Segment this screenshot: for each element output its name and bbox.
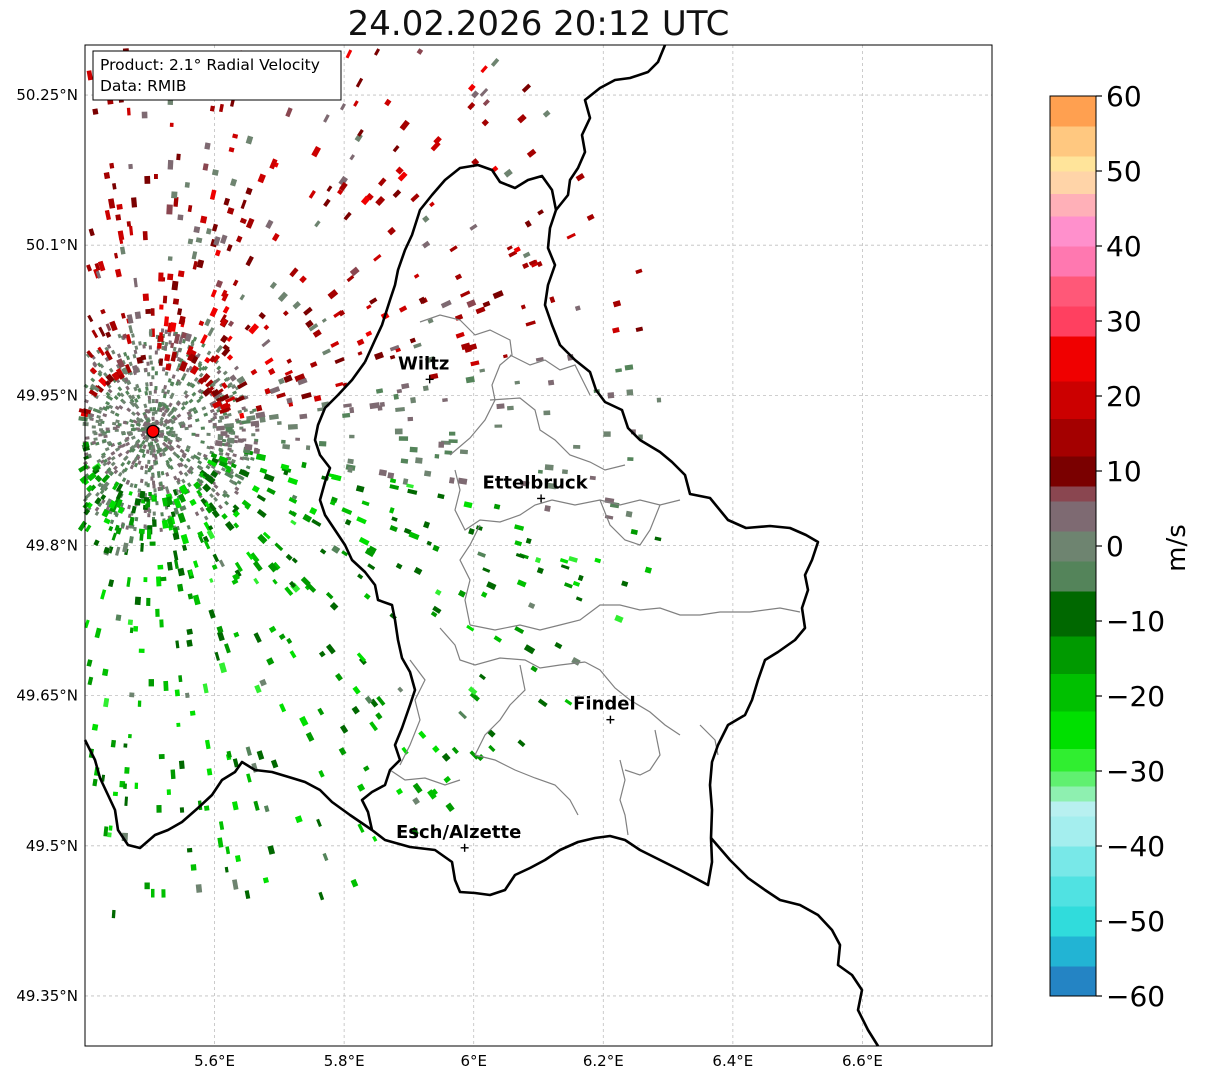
lon-tick-label: 6°E xyxy=(460,1052,487,1070)
city-ettelbruck: Ettelbruck xyxy=(483,472,589,503)
colorbar-tick-label: −20 xyxy=(1106,680,1165,713)
lat-tick-label: 49.5°N xyxy=(26,837,78,855)
lon-tick-label: 6.4°E xyxy=(712,1052,753,1070)
colorbar-segment xyxy=(1050,336,1096,382)
lon-tick-label: 5.8°E xyxy=(324,1052,365,1070)
colorbar-segment xyxy=(1050,561,1096,592)
colorbar-segment xyxy=(1050,786,1096,802)
colorbar-segment xyxy=(1050,418,1096,457)
luxembourg-border xyxy=(313,163,820,897)
colorbar: 60 50 40 30 20 10 0 −10 −20 −30 −40 −50 −60 xyxy=(1049,80,1165,1013)
colorbar-segment xyxy=(1050,673,1096,712)
colorbar-segment xyxy=(1050,456,1096,487)
colorbar-tick-label: 40 xyxy=(1106,230,1142,263)
colorbar-segment xyxy=(1050,906,1096,937)
colorbar-segment xyxy=(1050,306,1096,337)
lat-tick-label: 49.95°N xyxy=(16,386,78,404)
colorbar-segment xyxy=(1050,216,1096,247)
colorbar-segment xyxy=(1050,156,1096,172)
france-border xyxy=(83,739,373,850)
colorbar-tick-label: −30 xyxy=(1106,755,1165,788)
colorbar-segment xyxy=(1050,771,1096,787)
lat-tick-label: 49.65°N xyxy=(16,687,78,705)
map-frame xyxy=(84,44,993,1047)
colorbar-tick-label: 60 xyxy=(1106,80,1142,113)
germany-border-east xyxy=(710,837,880,1047)
city-label: Esch/Alzette xyxy=(396,822,521,843)
colorbar-tick-label: 30 xyxy=(1106,305,1142,338)
colorbar-segment xyxy=(1050,816,1096,847)
colorbar-segment xyxy=(1050,636,1096,674)
colorbar-segment xyxy=(1050,966,1096,997)
colorbar-segment xyxy=(1050,748,1096,772)
colorbar-segment xyxy=(1050,193,1096,217)
lat-tick-label: 49.35°N xyxy=(16,987,78,1005)
info-data-source: Data: RMIB xyxy=(100,77,187,95)
info-product: Product: 2.1° Radial Velocity xyxy=(100,56,320,74)
colorbar-tick-label: 20 xyxy=(1106,380,1142,413)
lat-tick-label: 50.1°N xyxy=(26,236,78,254)
colorbar-tick-label: −60 xyxy=(1106,980,1165,1013)
lon-tick-label: 6.6°E xyxy=(842,1052,883,1070)
lat-tick-label: 50.25°N xyxy=(16,86,78,104)
colorbar-segment xyxy=(1050,96,1096,127)
lon-tick-label: 5.6°E xyxy=(194,1052,235,1070)
colorbar-segment xyxy=(1050,381,1096,419)
info-box: Product: 2.1° Radial Velocity Data: RMIB xyxy=(92,50,342,101)
colorbar-segment xyxy=(1050,276,1096,307)
colorbar-segment xyxy=(1050,936,1096,967)
colorbar-segment xyxy=(1050,171,1096,194)
colorbar-tick-label: −10 xyxy=(1106,605,1165,638)
canton-borders xyxy=(389,314,801,836)
colorbar-tick-label: 50 xyxy=(1106,155,1142,188)
city-wiltz: Wiltz xyxy=(398,353,449,384)
colorbar-segment xyxy=(1050,801,1096,817)
colorbar-segment xyxy=(1050,486,1096,502)
colorbar-tick-label: −40 xyxy=(1106,830,1165,863)
colorbar-segment xyxy=(1050,501,1096,532)
lat-tick-label: 49.8°N xyxy=(26,537,78,555)
colorbar-segment xyxy=(1050,531,1096,562)
graticule: 5.6°E 5.8°E 6°E 6.2°E 6.4°E 6.6°E 50.25°N 50.1°… xyxy=(16,45,992,1070)
lon-tick-label: 6.2°E xyxy=(583,1052,624,1070)
colorbar-tick-label: 0 xyxy=(1106,530,1124,563)
colorbar-tick-label: −50 xyxy=(1106,905,1165,938)
colorbar-segment xyxy=(1050,591,1096,637)
colorbar-segment xyxy=(1050,876,1096,907)
city-label: Wiltz xyxy=(398,353,449,374)
city-labels: Wiltz Ettelbruck Findel Esch/Alzette xyxy=(396,353,636,852)
city-findel: Findel xyxy=(573,694,636,724)
colorbar-segment xyxy=(1050,711,1096,749)
map-title: 24.02.2026 20:12 UTC xyxy=(347,4,730,44)
colorbar-tick-label: 10 xyxy=(1106,455,1142,488)
radar-echo-layer xyxy=(77,48,662,919)
city-esch-alzette: Esch/Alzette xyxy=(396,822,521,852)
colorbar-unit-label: m/s xyxy=(1162,524,1192,572)
germany-border-north xyxy=(554,44,667,211)
radar-site-marker xyxy=(146,424,160,439)
city-label: Ettelbruck xyxy=(483,472,589,493)
colorbar-segment xyxy=(1050,126,1096,157)
national-borders xyxy=(83,44,880,1047)
colorbar-segment xyxy=(1050,246,1096,277)
colorbar-segment xyxy=(1050,846,1096,877)
city-label: Findel xyxy=(573,694,636,715)
